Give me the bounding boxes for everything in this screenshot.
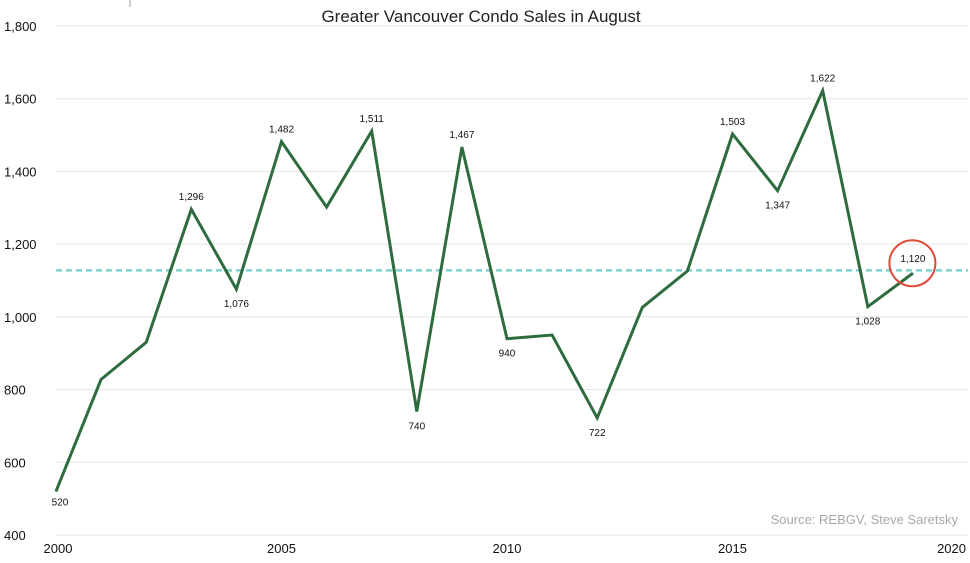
data-label: 740 <box>408 421 425 432</box>
y-tick-label: 1,000 <box>4 310 37 325</box>
data-point <box>641 306 643 308</box>
y-tick-label: 600 <box>4 455 26 470</box>
x-tick-label: 2015 <box>718 541 747 556</box>
series-line <box>54 85 914 492</box>
data-point <box>235 288 237 290</box>
data-point <box>100 378 102 380</box>
data-labels: 520 1,296 1,076 1,482 1,511 740 1,467 940 722 1,5… <box>52 74 926 509</box>
data-point <box>326 206 328 208</box>
chart-title: Greater Vancouver Condo Sales in August <box>321 7 640 26</box>
data-point <box>912 272 914 274</box>
data-label: 940 <box>499 349 516 360</box>
data-label: 1,467 <box>449 130 474 141</box>
grid-lines <box>56 25 968 536</box>
data-label: 1,511 <box>360 114 385 125</box>
x-tick-label: 2010 <box>493 541 522 556</box>
data-label: 1,503 <box>720 117 745 128</box>
data-point <box>371 130 373 132</box>
y-tick-label: 1,600 <box>4 92 37 107</box>
data-point <box>506 338 508 340</box>
data-label: 1,347 <box>765 201 790 212</box>
y-tick-label: 1,800 <box>4 19 37 34</box>
source-note: Source: REBGV, Steve Saretsky <box>771 512 959 527</box>
data-label: 722 <box>589 428 606 439</box>
data-label: 1,622 <box>810 74 835 85</box>
data-point <box>281 141 282 143</box>
highlight-circle <box>888 239 937 288</box>
data-label: 1,482 <box>269 125 294 136</box>
data-point <box>551 334 553 336</box>
y-tick-label: 1,400 <box>4 164 37 179</box>
data-point <box>55 490 57 492</box>
data-label: 1,076 <box>224 299 249 310</box>
data-point <box>596 417 598 419</box>
data-label: 520 <box>52 497 69 508</box>
x-tick-label: 2020 <box>937 541 966 556</box>
data-label: 1,296 <box>179 192 204 203</box>
y-axis-ticks: 400 600 800 1,000 1,200 1,400 1,600 1,800 <box>4 19 37 543</box>
x-tick-label: 2005 <box>267 541 296 556</box>
data-point <box>867 306 869 308</box>
data-label: 1,120 <box>900 254 925 265</box>
x-tick-label: 2000 <box>44 541 73 556</box>
data-point <box>145 341 147 343</box>
x-axis-ticks: 2000 2005 2010 2015 2020 <box>44 541 966 556</box>
data-point <box>822 90 824 92</box>
y-tick-label: 400 <box>4 528 26 543</box>
data-point <box>190 208 192 210</box>
data-point <box>461 146 463 148</box>
data-label: 1,028 <box>855 317 880 328</box>
series-group <box>54 85 914 492</box>
data-point <box>416 410 418 412</box>
y-tick-label: 800 <box>4 383 26 398</box>
data-point <box>686 270 688 272</box>
data-point <box>777 190 779 192</box>
y-tick-label: 1,200 <box>4 237 37 252</box>
data-point <box>732 133 733 135</box>
